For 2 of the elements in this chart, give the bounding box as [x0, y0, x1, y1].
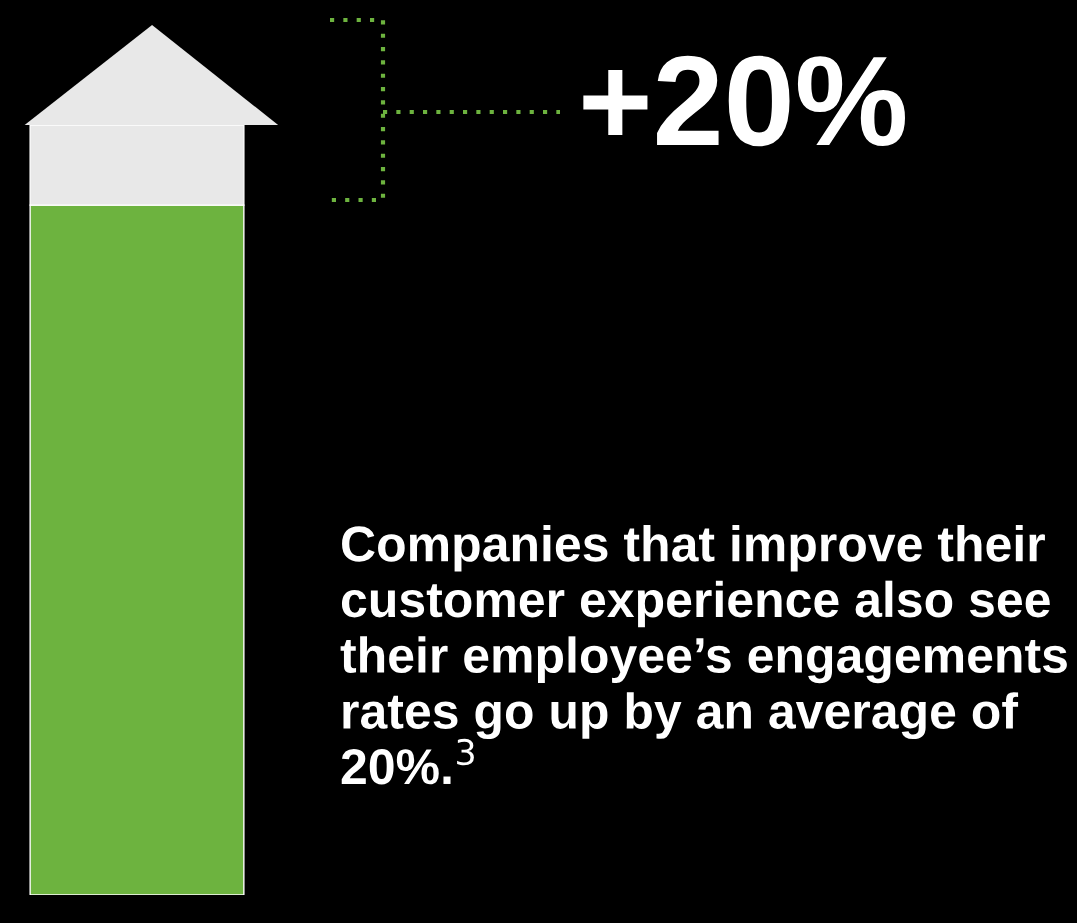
text: +20%: [583, 55, 905, 147]
text: Companies that improve their customer experience also see their employee’s engagements rates go up by an average of 20%.$^{3}$: [340, 525, 1067, 785]
